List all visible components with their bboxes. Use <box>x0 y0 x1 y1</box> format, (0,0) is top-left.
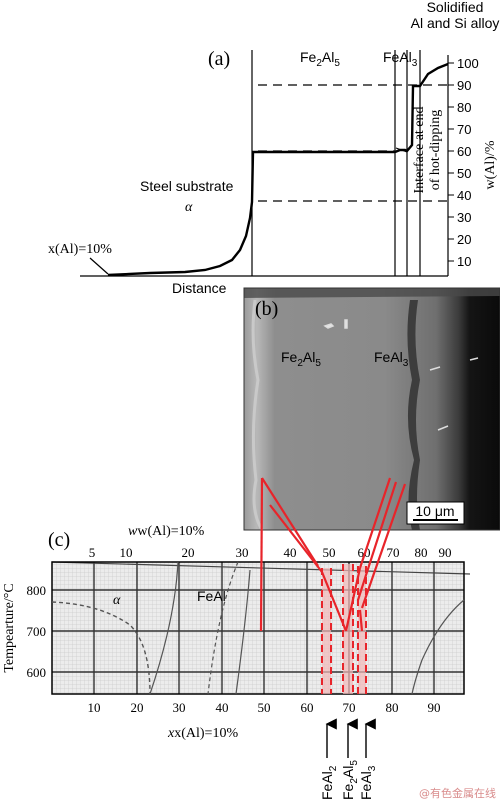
interface-label-line1: Interface at end <box>412 106 427 193</box>
bottom-tick-70: 70 <box>343 700 356 715</box>
feal-boundary-curve-2 <box>235 569 251 695</box>
alloy-header-line1: Solidified <box>427 0 484 15</box>
alloy-header-line2: Al and Si alloy <box>411 15 500 31</box>
liquidus-curve <box>411 599 465 695</box>
top-tick-70: 70 <box>387 545 400 560</box>
feal-region-label: FeAl <box>197 588 226 604</box>
connector-steel-vertical <box>259 477 264 632</box>
compound-arrows <box>325 718 376 758</box>
micrograph-features <box>323 319 479 431</box>
bottom-tick-50: 50 <box>258 700 271 715</box>
connector-lower <box>269 504 323 573</box>
interface-label-line2: of hot-dipping <box>428 110 443 191</box>
phase-fe2al5-label: Fe2Al5 <box>300 49 340 69</box>
bottom-tick-labels: 10 20 30 40 50 60 70 80 90 <box>88 700 441 715</box>
y-tick-600: 600 <box>27 665 47 680</box>
alpha-boundary-curve <box>51 601 151 695</box>
bottom-tick-30: 30 <box>173 700 186 715</box>
connector-feal3-b <box>356 481 398 601</box>
y-tick-40: 40 <box>457 188 471 203</box>
panel-c: (c) ww(Al)=10% 5 10 20 30 40 50 60 70 80… <box>2 524 471 800</box>
micro-fe2al5-label: Fe2Al5 <box>281 349 321 369</box>
y-tick-80: 80 <box>457 100 471 115</box>
feal-boundary-curve <box>207 561 239 695</box>
panel-c-label: (c) <box>48 529 70 551</box>
scale-bar-label: 10 μm <box>415 503 454 519</box>
y-axis-label-a: w(Al)/% <box>483 140 498 189</box>
al-concentration-curve <box>107 62 449 277</box>
phase-diagram-frame <box>51 561 465 695</box>
y-tick-60: 60 <box>457 144 471 159</box>
micro-feal3-label: FeAl3 <box>374 349 409 369</box>
bottom-tick-60: 60 <box>301 700 314 715</box>
band-fe2al5 <box>343 564 353 694</box>
top-tick-20: 20 <box>182 545 195 560</box>
y-tick-50: 50 <box>457 166 471 181</box>
connector-to-eutectic-a <box>344 567 362 632</box>
x-al-label-a: x(Al)=10% <box>48 242 112 257</box>
micrograph-top-edge <box>244 288 500 298</box>
y-ticks-a <box>448 62 454 262</box>
top-axis-label: ww(Al)=10% <box>128 524 205 539</box>
x-al-pointer <box>89 257 109 275</box>
connector-feal3-a <box>358 477 392 569</box>
y-tick-90: 90 <box>457 78 471 93</box>
y-tick-800: 800 <box>27 583 47 598</box>
top-tick-50: 50 <box>323 545 336 560</box>
y-tick-700: 700 <box>27 624 47 639</box>
feal3-interface <box>407 300 420 530</box>
bottom-axis-label: xx(Al)=10% <box>167 726 238 741</box>
top-tick-90: 90 <box>439 545 452 560</box>
band-feal2 <box>322 568 331 694</box>
boundary-curve-2 <box>149 561 179 695</box>
y-tick-labels-a: 100 90 80 70 60 50 40 30 20 10 <box>457 56 479 269</box>
top-tick-10: 10 <box>120 545 133 560</box>
connector-to-eutectic-b <box>358 609 364 632</box>
band-dashed-lines <box>321 564 367 694</box>
alpha-region-label: α <box>113 593 121 608</box>
connector-feal2-to-point <box>320 571 348 632</box>
alpha-phase-label: α <box>185 200 193 215</box>
y-tick-30: 30 <box>457 210 471 225</box>
bottom-tick-90: 90 <box>428 700 441 715</box>
red-connector-lines <box>259 477 407 632</box>
bottom-tick-80: 80 <box>386 700 399 715</box>
steel-substrate-label: Steel substrate <box>140 178 234 194</box>
connector-steel-to-feal2 <box>261 477 319 567</box>
phase-diagram-fine-grid <box>52 562 464 694</box>
bottom-tick-40: 40 <box>216 700 229 715</box>
watermark: @有色金属在线 <box>419 786 496 800</box>
scale-bar-box <box>406 501 465 525</box>
panel-b-label: (b) <box>255 298 278 320</box>
y-tick-10: 10 <box>457 254 471 269</box>
panel-a: (a) Solidified Al and Si alloy Fe2Al5 Fe… <box>48 0 499 296</box>
y-tick-20: 20 <box>457 232 471 247</box>
top-tick-40: 40 <box>284 545 297 560</box>
connector-feal3-c <box>360 483 407 609</box>
steel-interface <box>251 299 264 531</box>
panel-a-label: (a) <box>208 48 230 70</box>
y-tick-70: 70 <box>457 122 471 137</box>
y-tick-100: 100 <box>457 56 479 71</box>
top-tick-80: 80 <box>415 545 428 560</box>
distance-label: Distance <box>172 280 227 296</box>
panel-b: (b) Fe2Al5 FeAl3 10 μm <box>243 287 500 531</box>
arrow-label-fe2al5: Fe2Al5 <box>340 760 360 800</box>
y-tick-labels-c: 800 700 600 <box>27 583 47 680</box>
arrow-label-feal2: FeAl2 <box>319 765 339 800</box>
bottom-tick-20: 20 <box>131 700 144 715</box>
interface-arrow-tick <box>395 147 408 153</box>
y-axis-label-c: Tempearture/°C <box>2 583 17 672</box>
top-tick-5: 5 <box>89 545 96 560</box>
sem-micrograph <box>244 288 500 530</box>
arrow-label-feal3: FeAl3 <box>358 765 378 800</box>
phase-feal3-label: FeAl3 <box>383 49 418 69</box>
top-tick-labels: 5 10 20 30 40 50 60 70 80 90 <box>89 545 452 560</box>
bottom-tick-10: 10 <box>88 700 101 715</box>
top-tick-30: 30 <box>236 545 249 560</box>
